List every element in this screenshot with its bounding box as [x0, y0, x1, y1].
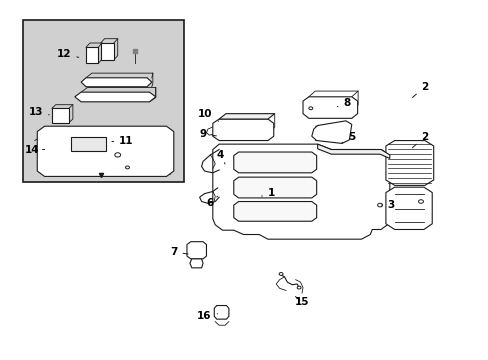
Polygon shape — [219, 114, 274, 119]
Circle shape — [377, 203, 382, 207]
Polygon shape — [233, 202, 316, 221]
Text: 8: 8 — [337, 98, 350, 108]
Text: 1: 1 — [261, 188, 274, 198]
Text: 16: 16 — [197, 311, 217, 321]
Text: 10: 10 — [198, 109, 218, 121]
Polygon shape — [52, 108, 69, 123]
Polygon shape — [37, 126, 173, 176]
Circle shape — [125, 166, 129, 169]
Text: 13: 13 — [28, 107, 49, 117]
Polygon shape — [303, 97, 357, 118]
Circle shape — [297, 286, 301, 289]
Polygon shape — [39, 144, 48, 155]
Circle shape — [115, 153, 121, 157]
Text: 7: 7 — [170, 247, 188, 257]
Polygon shape — [385, 187, 431, 229]
Polygon shape — [71, 137, 105, 151]
Polygon shape — [233, 177, 316, 198]
Polygon shape — [311, 121, 351, 143]
Polygon shape — [212, 144, 389, 239]
Text: 15: 15 — [294, 297, 308, 307]
Polygon shape — [186, 242, 206, 259]
Circle shape — [279, 273, 283, 275]
Text: 14: 14 — [25, 144, 44, 154]
Text: 2: 2 — [411, 82, 427, 98]
Polygon shape — [75, 92, 156, 102]
Polygon shape — [233, 152, 316, 173]
Text: 12: 12 — [57, 49, 79, 59]
Text: 3: 3 — [381, 200, 394, 210]
Polygon shape — [385, 140, 433, 185]
Text: 5: 5 — [341, 132, 355, 143]
Text: 6: 6 — [206, 196, 217, 208]
Polygon shape — [81, 78, 152, 87]
Polygon shape — [101, 43, 114, 60]
Polygon shape — [212, 119, 273, 140]
Circle shape — [308, 107, 312, 110]
Polygon shape — [214, 306, 228, 319]
FancyBboxPatch shape — [22, 21, 183, 182]
Text: 9: 9 — [199, 129, 216, 139]
Text: 11: 11 — [112, 136, 134, 145]
Circle shape — [418, 200, 423, 203]
Polygon shape — [189, 259, 203, 268]
Polygon shape — [86, 47, 98, 63]
Text: 2: 2 — [411, 132, 427, 148]
Text: 4: 4 — [216, 150, 224, 164]
Polygon shape — [317, 144, 389, 158]
